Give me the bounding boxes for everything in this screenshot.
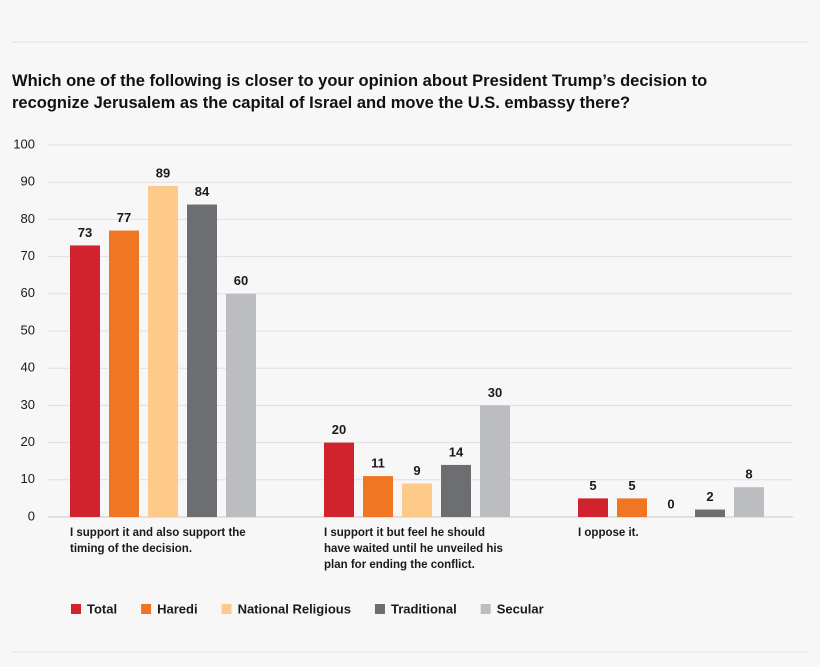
- category-box: I support it but feel he should have wai…: [324, 527, 503, 571]
- value-label: 0: [667, 496, 674, 511]
- y-tick-label: 70: [21, 248, 35, 263]
- bar: [402, 483, 432, 517]
- category-box: I support it and also support the timing…: [70, 527, 246, 555]
- y-tick-label: 90: [21, 174, 35, 189]
- value-label: 14: [449, 444, 464, 459]
- bar: [148, 185, 178, 518]
- value-label: 77: [117, 210, 131, 225]
- value-label: 30: [488, 385, 502, 400]
- legend-swatch: [221, 604, 232, 614]
- x-tick-label: I support it and also support the timing…: [70, 527, 246, 555]
- value-label: 73: [78, 225, 92, 240]
- legend-label: Secular: [497, 601, 544, 616]
- legend-label: Haredi: [157, 601, 197, 616]
- legend-label: Total: [87, 601, 117, 616]
- y-tick-label: 50: [21, 322, 35, 337]
- y-tick-label: 80: [21, 211, 35, 226]
- value-label: 5: [628, 478, 635, 493]
- value-label: 89: [156, 165, 170, 180]
- x-tick-label: I support it but feel he should have wai…: [324, 527, 503, 571]
- value-label: 20: [332, 422, 346, 437]
- value-label: 2: [706, 489, 713, 504]
- title-box: Which one of the following is closer to …: [12, 72, 708, 112]
- value-label: 9: [413, 463, 420, 478]
- bar: [578, 498, 608, 517]
- legend-swatch: [374, 604, 385, 614]
- bar: [480, 405, 510, 517]
- bar: [441, 464, 471, 517]
- value-label: 11: [371, 456, 385, 471]
- value-label: 8: [745, 467, 752, 482]
- y-tick-label: 30: [21, 397, 35, 412]
- y-tick-label: 20: [21, 434, 35, 449]
- value-label: 5: [589, 478, 596, 493]
- bar: [226, 293, 256, 517]
- legend-swatch: [141, 604, 152, 614]
- bar: [187, 204, 217, 517]
- bar: [70, 245, 100, 517]
- bar: [109, 230, 139, 517]
- legend-swatch: [71, 604, 81, 614]
- legend-swatch: [480, 604, 491, 614]
- value-label: 60: [234, 273, 248, 288]
- y-tick-label: 40: [21, 360, 35, 375]
- y-tick-label: 10: [21, 471, 35, 486]
- bar: [695, 509, 725, 517]
- bar: [324, 442, 354, 517]
- y-tick-label: 100: [13, 136, 35, 151]
- legend-label: Traditional: [391, 601, 457, 616]
- category-box: I oppose it.: [578, 527, 639, 539]
- y-tick-label: 0: [28, 508, 35, 523]
- y-tick-label: 60: [21, 285, 35, 300]
- bar: [734, 487, 764, 517]
- bar: [617, 498, 647, 517]
- chart-title: Which one of the following is closer to …: [12, 72, 708, 112]
- legend-label: National Religious: [238, 601, 351, 616]
- bar: [363, 476, 393, 517]
- value-label: 84: [195, 184, 210, 199]
- x-tick-label: I oppose it.: [578, 527, 639, 539]
